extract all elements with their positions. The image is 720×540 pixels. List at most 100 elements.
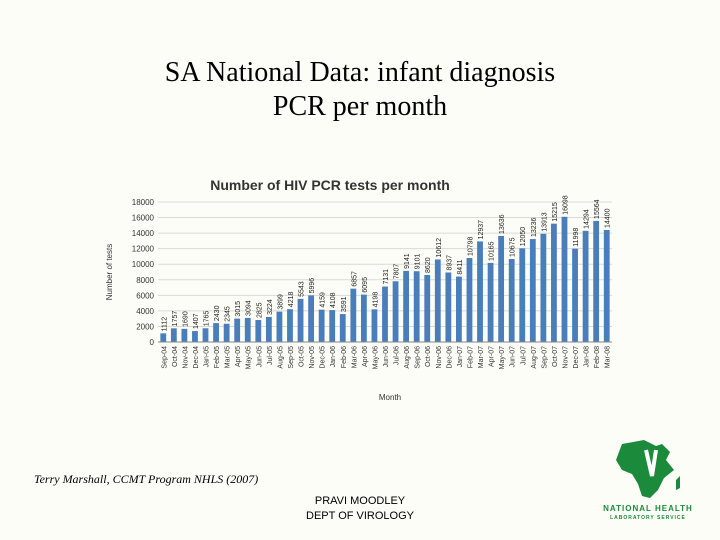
data-label: 4198 (372, 292, 379, 308)
y-tick-label: 4000 (136, 307, 154, 316)
x-tick-label: Apr-06 (362, 346, 369, 367)
bar (329, 310, 336, 342)
x-tick-label: May-05 (246, 346, 253, 369)
author-name: PRAVI MOODLEY (314, 495, 406, 507)
x-tick-label: Jun-05 (256, 346, 263, 368)
bar (445, 272, 452, 342)
x-tick-label: Oct-04 (172, 346, 179, 367)
bar (551, 223, 557, 342)
bar (339, 314, 346, 342)
bar (508, 258, 515, 342)
bar (456, 276, 462, 342)
bar (297, 298, 304, 342)
logo-text-line-2: LABORATORY SERVICE (610, 515, 686, 521)
chart-title: Number of HIV PCR tests per month (210, 177, 450, 193)
bar (593, 220, 600, 342)
y-tick-label: 18000 (132, 198, 155, 207)
x-tick-label: Sep-05 (288, 346, 295, 369)
bar (318, 309, 325, 342)
data-label: 1407 (193, 313, 200, 329)
data-label: 9101 (415, 254, 422, 270)
data-label: 6095 (362, 277, 369, 293)
data-label: 3015 (235, 301, 242, 317)
data-label: 11998 (573, 228, 580, 247)
x-tick-label: Feb-07 (467, 346, 474, 368)
bar (350, 288, 357, 342)
x-tick-label: Jun-06 (383, 346, 390, 368)
data-label: 14294 (584, 209, 591, 229)
bar (582, 230, 589, 342)
x-tick-label: Nov-04 (182, 346, 189, 369)
bar (244, 317, 251, 342)
data-label: 4159 (320, 292, 327, 308)
y-tick-label: 0 (150, 338, 155, 347)
x-tick-label: Apr-05 (235, 346, 242, 367)
data-label: 3899 (277, 294, 284, 310)
data-label: 5996 (309, 278, 316, 294)
bar (192, 331, 198, 342)
data-label: 4218 (288, 292, 295, 308)
x-tick-label: Mar-06 (351, 346, 358, 368)
x-tick-label: May-06 (372, 346, 379, 369)
data-label: 1757 (172, 311, 179, 327)
bar (308, 295, 314, 342)
bar (276, 311, 283, 342)
y-tick-label: 16000 (132, 214, 155, 223)
data-label: 12050 (520, 227, 527, 247)
author-department: DEPT OF VIROLOGY (306, 510, 414, 522)
bar (255, 320, 262, 342)
data-label: 3591 (341, 296, 348, 312)
bar (265, 316, 272, 342)
x-tick-label: Oct-06 (425, 346, 432, 367)
data-label: 4108 (330, 292, 337, 308)
data-label: 10165 (489, 241, 496, 261)
y-tick-label: 8000 (136, 276, 154, 285)
x-tick-label: Mar-07 (478, 346, 485, 368)
bar (529, 239, 536, 342)
data-label: 8620 (425, 257, 432, 273)
x-tick-label: Jan-07 (457, 346, 464, 368)
citation: Terry Marshall, CCMT Program NHLS (2007) (34, 472, 259, 486)
x-tick-label: Apr-07 (489, 346, 496, 367)
data-label: 14400 (605, 208, 612, 228)
data-label: 12937 (478, 220, 485, 240)
data-label: 10675 (510, 237, 517, 257)
bar (466, 258, 473, 342)
data-label: 8411 (457, 259, 464, 274)
x-tick-label: Jul-07 (520, 346, 527, 365)
x-tick-label: Jan-05 (204, 346, 211, 368)
data-label: 3094 (246, 300, 253, 316)
x-tick-label: May-07 (499, 346, 506, 369)
x-tick-label: Jul-06 (394, 346, 401, 365)
bar (572, 248, 578, 342)
x-axis-label: Month (379, 393, 401, 402)
y-axis-label: Number of tests (105, 244, 114, 300)
x-tick-label: Aug-06 (404, 346, 411, 369)
y-tick-label: 2000 (136, 322, 154, 331)
author-block: PRAVI MOODLEY DEPT OF VIROLOGY (270, 494, 450, 524)
bar (434, 259, 441, 342)
bar (487, 262, 494, 342)
data-label: 13236 (531, 217, 538, 237)
data-label: 10798 (467, 236, 474, 256)
x-tick-label: Aug-05 (277, 346, 284, 369)
data-label: 2345 (225, 306, 232, 322)
data-label: 1765 (204, 311, 211, 327)
data-label: 2825 (256, 302, 263, 318)
bar (202, 328, 209, 342)
x-tick-label: Feb-05 (214, 346, 221, 368)
bar (477, 241, 483, 342)
x-tick-label: Jun-07 (510, 346, 517, 368)
x-tick-label: Mar-05 (225, 346, 232, 368)
x-tick-label: Jul-05 (267, 346, 274, 365)
bar (371, 309, 378, 342)
data-label: 9141 (404, 253, 411, 269)
data-label: 2430 (214, 305, 221, 321)
x-tick-label: Oct-07 (552, 346, 559, 367)
data-label: 5543 (299, 281, 306, 297)
bar (561, 216, 568, 342)
x-tick-label: Dec-07 (573, 346, 580, 369)
x-tick-label: Nov-06 (436, 346, 443, 369)
bar (223, 323, 230, 342)
bar (392, 281, 399, 342)
